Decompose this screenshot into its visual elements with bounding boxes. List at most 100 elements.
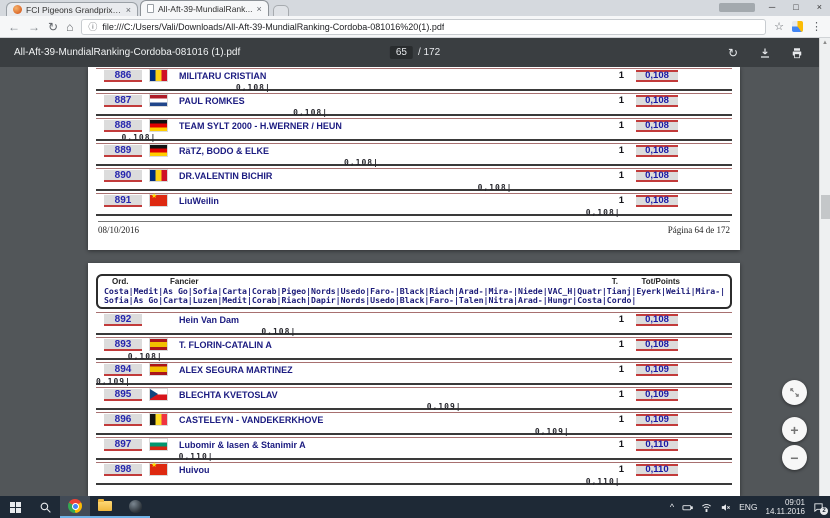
browser-tab[interactable]: All-Aft-39-MundialRank... ×	[140, 0, 269, 16]
fancier-name: ALEX SEGURA MARTINEZ	[179, 364, 293, 375]
new-tab-button[interactable]	[272, 5, 289, 16]
back-icon[interactable]: ←	[8, 19, 20, 34]
header-t: T.	[611, 277, 618, 286]
rank-badge: 893	[104, 338, 142, 351]
maximize-button[interactable]: □	[793, 2, 799, 12]
rank-badge: 887	[104, 94, 142, 107]
battery-icon[interactable]	[682, 502, 693, 513]
fancier-name: DR.VALENTIN BICHIR	[179, 170, 273, 181]
rotate-icon[interactable]: ↻	[727, 45, 739, 60]
ranking-row: 897 Lubomir & Iasen & Stanimir A 1 0,110 0,1…	[96, 437, 732, 461]
ranking-row: 892 Hein Van Dam 1 0,108 0,108|	[96, 312, 732, 336]
extension-icon[interactable]	[792, 21, 803, 32]
fancier-name: TEAM SYLT 2000 - H.WERNER / HEUN	[179, 120, 342, 131]
start-button[interactable]	[0, 496, 30, 518]
windows-logo-icon	[9, 501, 21, 513]
close-tab-icon[interactable]: ×	[125, 4, 131, 15]
browser-titlebar: FCI Pigeons Grandprix - ... × All-Aft-39-M…	[0, 0, 830, 16]
vertical-scrollbar[interactable]: ▲	[819, 38, 830, 496]
taskbar-explorer-button[interactable]	[90, 496, 120, 518]
pdf-page-64: 886 MILITARU CRISTIAN 1 0,108 0,108| 887 PAUL …	[88, 67, 740, 250]
minimize-button[interactable]: ─	[768, 2, 776, 12]
volume-muted-icon[interactable]	[720, 502, 731, 513]
fancier-name: MILITARU CRISTIAN	[179, 70, 267, 81]
country-flag-ro-icon	[149, 169, 168, 182]
ranking-row: 895 BLECHTA KVETOSLAV 1 0,109 0,109|	[96, 387, 732, 411]
rank-badge: 888	[104, 119, 142, 132]
t-value: 1	[618, 414, 624, 425]
sub-points-value: 0,110|	[585, 477, 621, 486]
t-value: 1	[618, 314, 624, 325]
file-explorer-icon	[98, 499, 112, 511]
points-value: 0,108	[636, 94, 678, 107]
close-tab-icon[interactable]: ×	[256, 3, 262, 14]
sub-points-value: 0,109|	[96, 377, 131, 386]
print-icon[interactable]	[790, 46, 804, 60]
t-value: 1	[618, 120, 624, 131]
fancier-name: T. FLORIN-CATALIN A	[179, 339, 272, 350]
rank-badge: 896	[104, 413, 142, 426]
t-value: 1	[618, 95, 624, 106]
rank-badge: 889	[104, 144, 142, 157]
home-icon[interactable]: ⌂	[66, 19, 74, 34]
taskbar-app-button[interactable]	[120, 496, 150, 518]
ranking-row: 886 MILITARU CRISTIAN 1 0,108 0,108|	[96, 68, 732, 92]
rank-badge: 898	[104, 463, 142, 476]
country-flag-ro-icon	[149, 69, 168, 82]
tab-strip: FCI Pigeons Grandprix - ... × All-Aft-39-M…	[6, 0, 271, 16]
fancier-name: LiuWeilin	[179, 195, 219, 206]
address-bar[interactable]: ⓘ file:///C:/Users/Vali/Downloads/All-Af…	[81, 18, 767, 35]
download-icon[interactable]	[758, 46, 772, 60]
header-tot-points: Tot/Points	[641, 277, 680, 286]
country-flag-cz-icon	[149, 388, 168, 401]
points-value: 0,108	[636, 69, 678, 82]
country-flag-de-icon	[149, 144, 168, 157]
t-value: 1	[618, 464, 624, 475]
taskbar-chrome-button[interactable]	[60, 496, 90, 518]
language-indicator[interactable]: ENG	[739, 502, 758, 512]
close-window-button[interactable]: ×	[816, 2, 822, 12]
points-value: 0,108	[636, 169, 678, 182]
country-flag-bg-icon	[149, 438, 168, 451]
browser-tab[interactable]: FCI Pigeons Grandprix - ... ×	[6, 2, 138, 16]
page-info-icon[interactable]: ⓘ	[88, 22, 98, 32]
chrome-icon	[68, 499, 82, 513]
pdf-filename: All-Aft-39-MundialRanking-Cordoba-081016…	[14, 47, 241, 58]
wifi-icon[interactable]	[701, 502, 712, 513]
header-fancier: Fancier	[170, 277, 199, 286]
scrollbar-thumb[interactable]	[821, 195, 830, 219]
reload-icon[interactable]: ↻	[48, 19, 59, 34]
search-icon	[40, 502, 51, 513]
scroll-up-icon[interactable]: ▲	[822, 40, 828, 46]
action-center-button[interactable]: 2	[813, 502, 828, 515]
sub-points-value: 0,108|	[585, 208, 621, 217]
fit-page-button[interactable]	[782, 380, 807, 405]
country-flag-cn-icon	[149, 461, 168, 476]
rank-badge: 894	[104, 363, 142, 376]
t-value: 1	[618, 170, 624, 181]
taskbar-search-button[interactable]	[30, 496, 60, 518]
app-icon	[128, 499, 142, 513]
tray-expand-icon[interactable]: ^	[669, 502, 675, 512]
bookmark-star-icon[interactable]: ☆	[774, 21, 784, 33]
points-value: 0,108	[636, 338, 678, 351]
taskbar-clock[interactable]: 09:01 14.11.2016	[766, 498, 805, 516]
rank-badge: 886	[104, 69, 142, 82]
pdf-toolbar: All-Aft-39-MundialRanking-Cordoba-081016…	[0, 38, 830, 67]
rank-badge: 897	[104, 438, 142, 451]
forward-icon[interactable]: →	[28, 19, 40, 34]
footer-date: 08/10/2016	[98, 225, 140, 235]
sub-points-value: 0,110|	[178, 452, 214, 461]
fancier-name: BLECHTA KVETOSLAV	[179, 389, 278, 400]
zoom-out-button[interactable]: −	[782, 445, 807, 470]
url-text: file:///C:/Users/Vali/Downloads/All-Aft-…	[102, 21, 445, 32]
t-value: 1	[618, 70, 624, 81]
page-number-input[interactable]: 65	[389, 46, 413, 59]
points-value: 0,108	[636, 119, 678, 132]
zoom-in-button[interactable]: +	[782, 417, 807, 442]
header-race-codes-line2: Sofia|As Go|Carta|Luzen|Medit|Corab|Riac…	[104, 295, 637, 305]
browser-menu-icon[interactable]: ⋮	[811, 21, 822, 33]
ranking-table-header: Ord. Fancier T. Tot/Points Costa|Medit|A…	[96, 274, 732, 309]
pdf-page-65: Ord. Fancier T. Tot/Points Costa|Medit|A…	[88, 263, 740, 496]
clock-date: 14.11.2016	[765, 507, 805, 516]
